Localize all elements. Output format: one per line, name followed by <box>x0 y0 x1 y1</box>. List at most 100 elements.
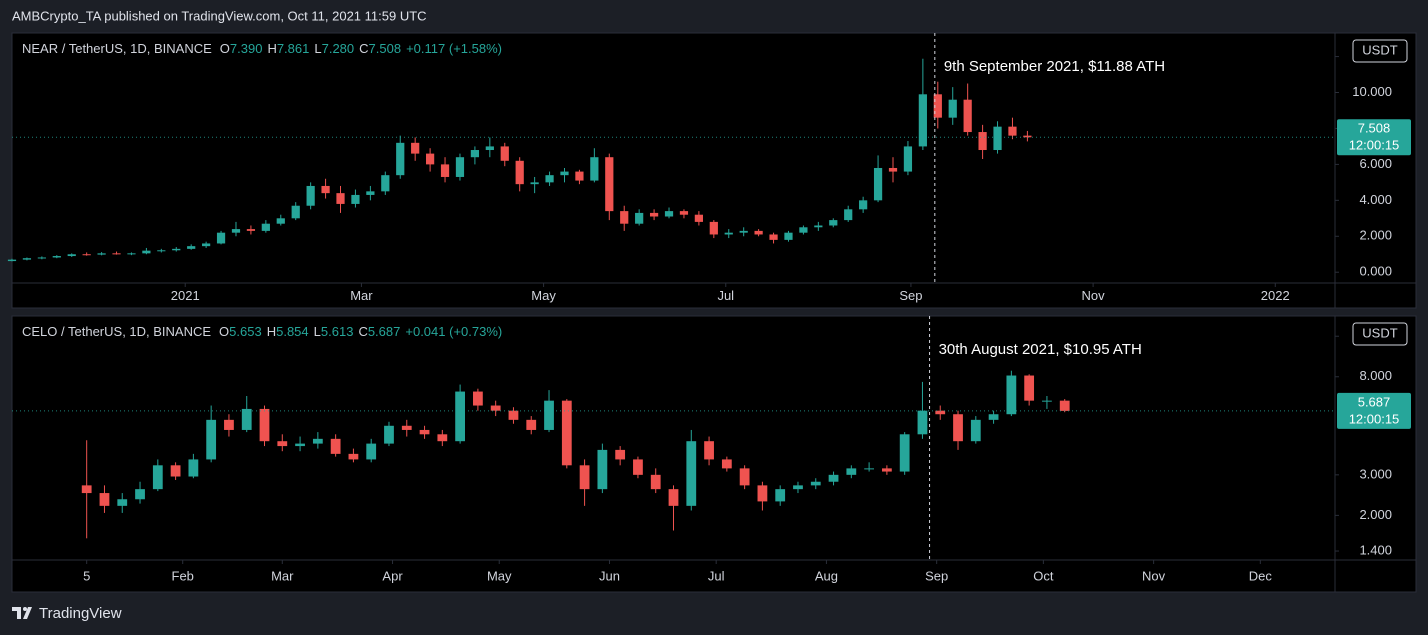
candle-body <box>170 465 181 477</box>
candle-body <box>473 391 483 406</box>
candle-body <box>664 211 674 217</box>
y-tick-label: 2.000 <box>1359 228 1392 243</box>
candle-body <box>366 443 377 460</box>
candle-body <box>881 468 892 472</box>
candle-body <box>953 414 963 442</box>
candle-body <box>1042 400 1052 402</box>
candle-body <box>22 258 32 260</box>
candle-body <box>37 257 46 259</box>
candle-body <box>814 225 823 228</box>
candle-body <box>544 400 554 430</box>
price-countdown: 12:00:15 <box>1349 138 1400 153</box>
price-countdown: 12:00:15 <box>1349 411 1400 426</box>
y-tick-label: 10.000 <box>1352 84 1392 99</box>
x-tick-label: Jul <box>708 568 725 583</box>
candle-body <box>419 429 430 435</box>
candle-body <box>277 441 288 447</box>
ohlc-key: L <box>314 41 321 56</box>
currency-box <box>1352 39 1408 63</box>
candle-body <box>561 400 572 466</box>
candle-body <box>425 153 435 165</box>
candle-body <box>321 185 330 194</box>
candle-body <box>933 94 942 118</box>
candle-body <box>650 474 661 490</box>
candle-body <box>455 391 466 442</box>
candle-body <box>704 441 714 460</box>
candle-body <box>112 253 121 255</box>
candle-body <box>330 438 341 454</box>
candle-body <box>828 474 839 482</box>
price-label: 5.687 <box>1358 394 1391 409</box>
candle-body <box>500 146 509 161</box>
candle-body <box>846 468 857 475</box>
candle-body <box>295 443 305 447</box>
candle-body <box>1059 400 1070 411</box>
marker-label: 9th September 2021, $11.88 ATH <box>944 58 1165 75</box>
candle-body <box>970 419 981 442</box>
x-tick-label: Jul <box>717 288 734 303</box>
candle-body <box>152 465 163 490</box>
candle-body <box>437 434 448 442</box>
candle-body <box>7 259 17 262</box>
candle-body <box>694 214 703 222</box>
candle-body <box>401 425 412 430</box>
candle-body <box>336 193 345 204</box>
candle-body <box>187 246 196 249</box>
candle-body <box>291 205 300 219</box>
x-tick-label: Dec <box>1249 568 1273 583</box>
candle-body <box>668 489 679 506</box>
currency: USDT <box>1362 42 1397 57</box>
x-tick-label: 5 <box>83 568 90 583</box>
candle-body <box>1024 375 1035 401</box>
candle-body <box>739 468 750 486</box>
candle-body <box>276 218 285 224</box>
candle-body <box>82 254 91 256</box>
ohlc-key: C <box>358 324 367 339</box>
ohlc-value: 5.687 <box>368 324 401 339</box>
x-tick-label: Apr <box>382 568 403 583</box>
candle-body <box>440 164 450 177</box>
ohlc-key: H <box>267 41 276 56</box>
candle-body <box>224 419 234 430</box>
y-tick-label: 4.000 <box>1359 192 1392 207</box>
ohlc-key: C <box>359 41 368 56</box>
candle-body <box>526 419 537 430</box>
candle-body <box>935 410 946 415</box>
ohlc-value: 5.653 <box>229 324 262 339</box>
ohlc-key: L <box>314 324 321 339</box>
candle-body <box>633 459 643 475</box>
candle-body <box>490 405 501 411</box>
x-tick-label: 2021 <box>171 288 200 303</box>
x-tick-label: 2022 <box>1261 288 1290 303</box>
candle-body <box>67 254 76 257</box>
candle-body <box>206 419 217 460</box>
candle-body <box>485 146 494 151</box>
candle-body <box>903 146 913 172</box>
candle-body <box>259 408 270 442</box>
x-tick-label: May <box>531 288 556 303</box>
ohlc-value: 5.613 <box>321 324 354 339</box>
price-label-box <box>1337 392 1411 429</box>
candle-body <box>366 191 375 195</box>
x-tick-label: Sep <box>899 288 922 303</box>
candle-body <box>157 250 166 252</box>
candle-body <box>978 132 987 151</box>
x-tick-label: May <box>487 568 512 583</box>
y-tick-label: 0.000 <box>1359 264 1392 279</box>
currency-box <box>1352 322 1408 346</box>
candle-body <box>455 157 465 177</box>
candle-body <box>470 150 480 158</box>
candle-body <box>172 248 181 251</box>
candle-body <box>396 142 405 176</box>
ohlc-value: 7.508 <box>369 41 402 56</box>
ohlc-value: 5.854 <box>276 324 309 339</box>
candle-body <box>261 223 270 231</box>
candle-body <box>721 459 732 469</box>
logo <box>12 607 32 619</box>
candle-body <box>597 449 608 490</box>
candle-body <box>844 209 853 221</box>
x-tick-label: Sep <box>925 568 948 583</box>
candle-body <box>829 220 838 226</box>
